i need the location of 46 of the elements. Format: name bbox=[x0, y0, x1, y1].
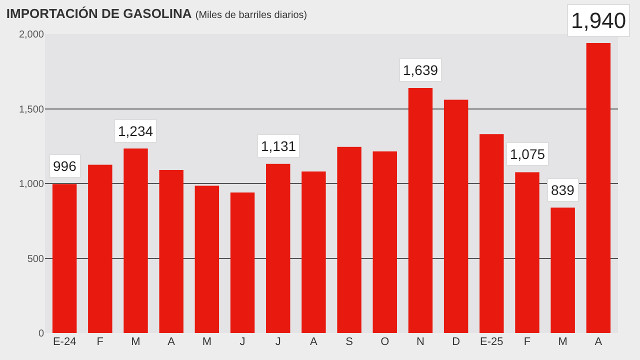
x-tick-label: F bbox=[524, 336, 531, 348]
x-tick-label: E-24 bbox=[52, 336, 76, 348]
bar bbox=[408, 88, 433, 333]
bar bbox=[372, 151, 397, 333]
x-tick-label: O bbox=[380, 336, 390, 348]
y-tick-label: 1,000 bbox=[18, 179, 44, 190]
x-tick-label: A bbox=[310, 336, 318, 348]
chart-subtitle: (Miles de barriles diarios) bbox=[195, 10, 308, 22]
x-tick-label: E-25 bbox=[480, 336, 504, 348]
bar bbox=[586, 42, 611, 333]
x-tick-label: M bbox=[131, 336, 140, 348]
chart-title: IMPORTACIÓN DE GASOLINA bbox=[6, 6, 192, 22]
x-tick-label: M bbox=[558, 336, 568, 348]
data-label: 1,940 bbox=[571, 8, 626, 33]
bar bbox=[159, 170, 184, 333]
bar bbox=[124, 148, 148, 333]
y-tick-label: 0 bbox=[38, 328, 44, 340]
data-label: 1,234 bbox=[118, 123, 154, 139]
y-tick-label: 1,500 bbox=[18, 104, 44, 116]
bar bbox=[52, 184, 77, 333]
data-label: 996 bbox=[53, 158, 77, 174]
bar bbox=[302, 172, 326, 333]
bar bbox=[266, 164, 290, 333]
data-label: 839 bbox=[551, 182, 575, 198]
bar bbox=[444, 100, 468, 333]
bar bbox=[194, 186, 220, 333]
y-tick-label: 500 bbox=[27, 254, 44, 265]
x-tick-label: N bbox=[416, 336, 425, 348]
bar bbox=[550, 208, 575, 333]
x-tick-label: F bbox=[96, 336, 104, 348]
x-tick-label: M bbox=[202, 336, 212, 348]
x-tick-label: J bbox=[240, 336, 246, 348]
y-tick-label: 2,000 bbox=[18, 30, 44, 40]
x-tick-label: A bbox=[168, 336, 176, 348]
bar bbox=[230, 192, 255, 333]
x-tick-label: A bbox=[594, 336, 603, 348]
x-tick-label: J bbox=[275, 336, 281, 348]
data-label: 1,075 bbox=[510, 146, 546, 162]
data-label: 1,131 bbox=[261, 138, 296, 154]
bar bbox=[515, 172, 540, 333]
bar bbox=[88, 164, 112, 333]
x-tick-label: D bbox=[452, 336, 460, 348]
x-tick-label: S bbox=[346, 336, 353, 348]
bar bbox=[337, 146, 362, 333]
data-label: 1,639 bbox=[403, 62, 438, 78]
bar bbox=[480, 134, 504, 333]
